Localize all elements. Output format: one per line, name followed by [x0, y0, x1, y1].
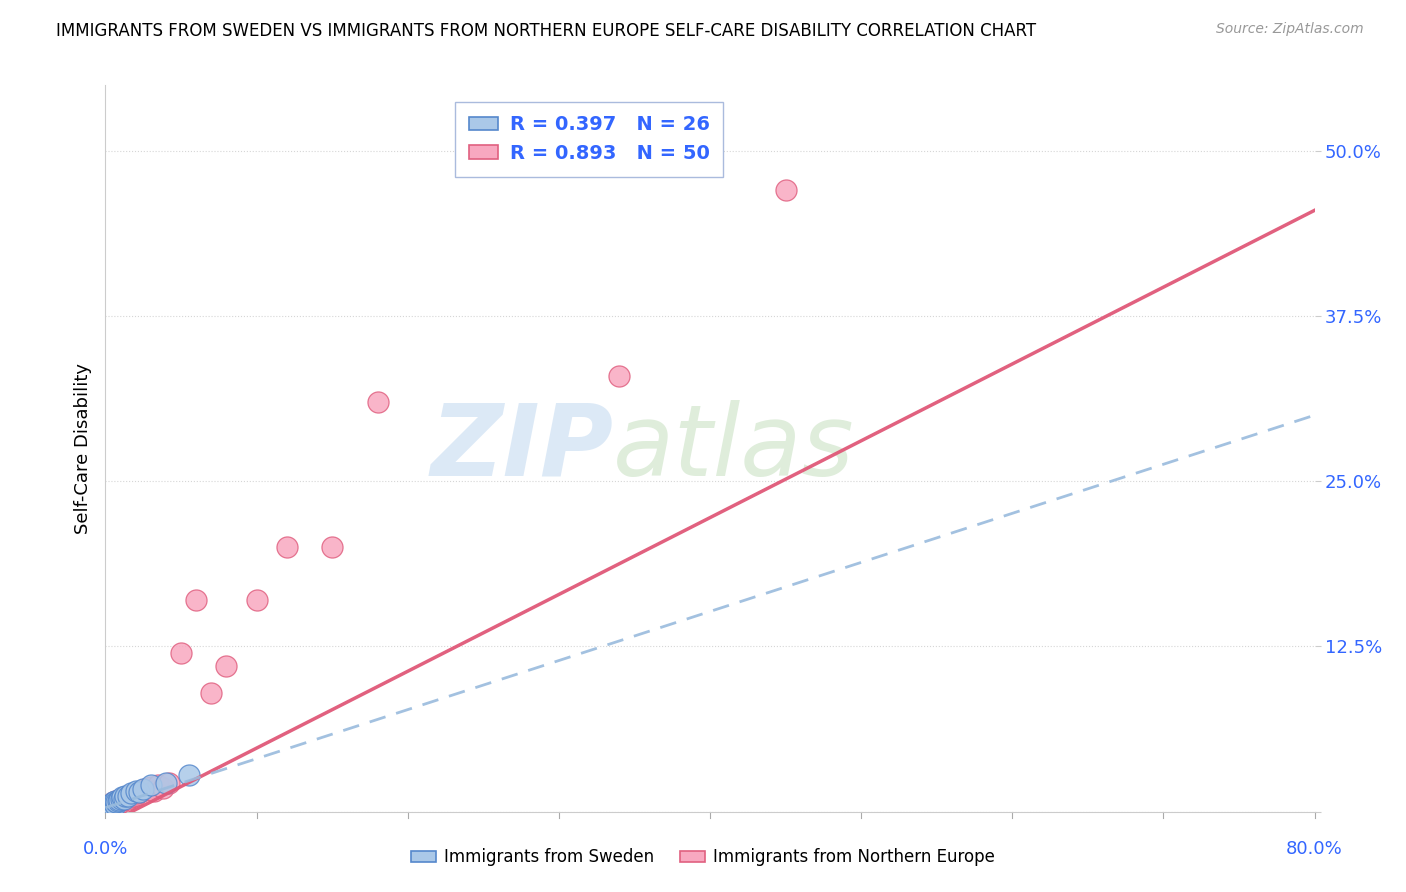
- Point: [110, 796, 132, 810]
- Point: [98, 798, 121, 813]
- Point: [105, 794, 128, 808]
- Text: 0.0%: 0.0%: [83, 840, 128, 858]
- Point: [100, 797, 122, 811]
- Text: atlas: atlas: [613, 400, 855, 497]
- Point: [152, 780, 174, 795]
- Point: [110, 791, 132, 805]
- Point: [110, 791, 132, 805]
- Point: [98, 801, 121, 815]
- Point: [101, 799, 124, 814]
- Point: [136, 780, 159, 795]
- Point: [107, 793, 129, 807]
- Point: [114, 790, 136, 805]
- Point: [100, 799, 122, 814]
- Point: [155, 775, 177, 789]
- Point: [98, 799, 121, 814]
- Point: [121, 789, 143, 803]
- Point: [108, 793, 131, 807]
- Point: [127, 786, 149, 800]
- Point: [112, 791, 135, 805]
- Point: [142, 783, 165, 797]
- Point: [101, 799, 124, 814]
- Point: [101, 798, 124, 813]
- Point: [103, 794, 125, 808]
- Point: [97, 799, 120, 814]
- Point: [118, 788, 141, 802]
- Point: [97, 799, 120, 814]
- Text: IMMIGRANTS FROM SWEDEN VS IMMIGRANTS FROM NORTHERN EUROPE SELF-CARE DISABILITY C: IMMIGRANTS FROM SWEDEN VS IMMIGRANTS FRO…: [56, 22, 1036, 40]
- Point: [103, 798, 125, 813]
- Point: [105, 797, 128, 811]
- Point: [120, 790, 142, 805]
- Point: [246, 593, 269, 607]
- Point: [200, 686, 222, 700]
- Point: [775, 184, 797, 198]
- Text: ZIP: ZIP: [430, 400, 613, 497]
- Point: [177, 768, 200, 782]
- Point: [98, 801, 121, 815]
- Point: [103, 796, 125, 810]
- Point: [321, 541, 343, 555]
- Point: [111, 793, 134, 807]
- Point: [124, 783, 148, 797]
- Point: [98, 798, 121, 813]
- Legend: R = 0.397   N = 26, R = 0.893   N = 50: R = 0.397 N = 26, R = 0.893 N = 50: [456, 102, 723, 177]
- Text: 80.0%: 80.0%: [1286, 840, 1343, 858]
- Point: [186, 593, 208, 607]
- Point: [107, 797, 129, 811]
- Point: [115, 789, 138, 803]
- Point: [170, 646, 193, 660]
- Point: [100, 799, 122, 814]
- Point: [139, 780, 162, 794]
- Point: [131, 783, 153, 797]
- Point: [103, 798, 125, 813]
- Point: [97, 801, 120, 815]
- Point: [96, 801, 118, 815]
- Point: [96, 802, 118, 816]
- Point: [276, 541, 298, 555]
- Point: [120, 786, 142, 800]
- Legend: Immigrants from Sweden, Immigrants from Northern Europe: Immigrants from Sweden, Immigrants from …: [405, 842, 1001, 873]
- Point: [105, 796, 128, 810]
- Point: [132, 782, 155, 797]
- Point: [148, 778, 170, 792]
- Point: [139, 778, 162, 792]
- Point: [157, 775, 180, 789]
- Point: [609, 368, 631, 383]
- Point: [101, 796, 124, 810]
- Point: [366, 395, 388, 409]
- Point: [108, 794, 131, 808]
- Y-axis label: Self-Care Disability: Self-Care Disability: [73, 363, 91, 533]
- Point: [128, 785, 150, 799]
- Point: [107, 794, 129, 808]
- Point: [96, 802, 118, 816]
- Point: [97, 801, 120, 815]
- Point: [114, 789, 136, 803]
- Point: [215, 659, 238, 673]
- Text: Source: ZipAtlas.com: Source: ZipAtlas.com: [1216, 22, 1364, 37]
- Point: [117, 791, 139, 805]
- Point: [124, 788, 148, 802]
- Point: [100, 797, 122, 811]
- Point: [117, 789, 139, 803]
- Point: [128, 785, 150, 799]
- Point: [112, 791, 135, 805]
- Point: [111, 790, 134, 805]
- Point: [134, 782, 156, 797]
- Point: [101, 796, 124, 810]
